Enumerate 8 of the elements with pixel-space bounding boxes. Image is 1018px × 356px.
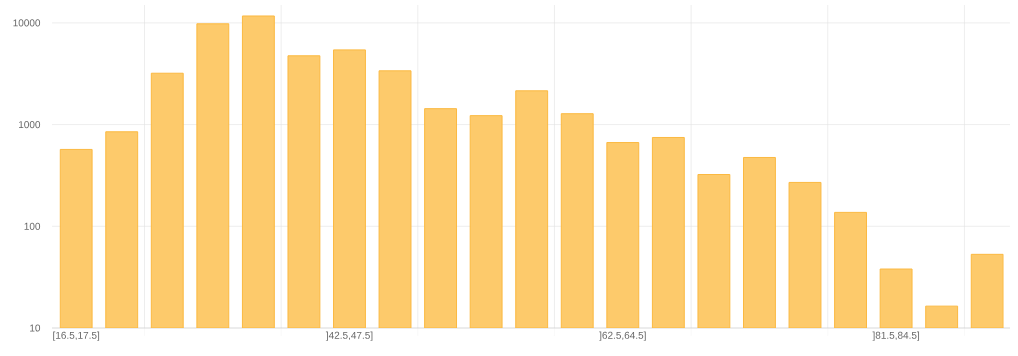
x-tick-label: ]62.5,64.5] — [599, 331, 646, 341]
y-tick-label: 10 — [30, 324, 41, 332]
x-tick-label: [16.5,17.5] — [53, 331, 100, 341]
y-tick-label: 100 — [24, 222, 41, 230]
x-tick-label: ]42.5,47.5] — [325, 331, 373, 341]
y-tick-label: 10000 — [13, 19, 41, 27]
y-tick-label: 1000 — [19, 121, 41, 129]
x-tick-label: ]81.5,84.5] — [872, 331, 920, 341]
